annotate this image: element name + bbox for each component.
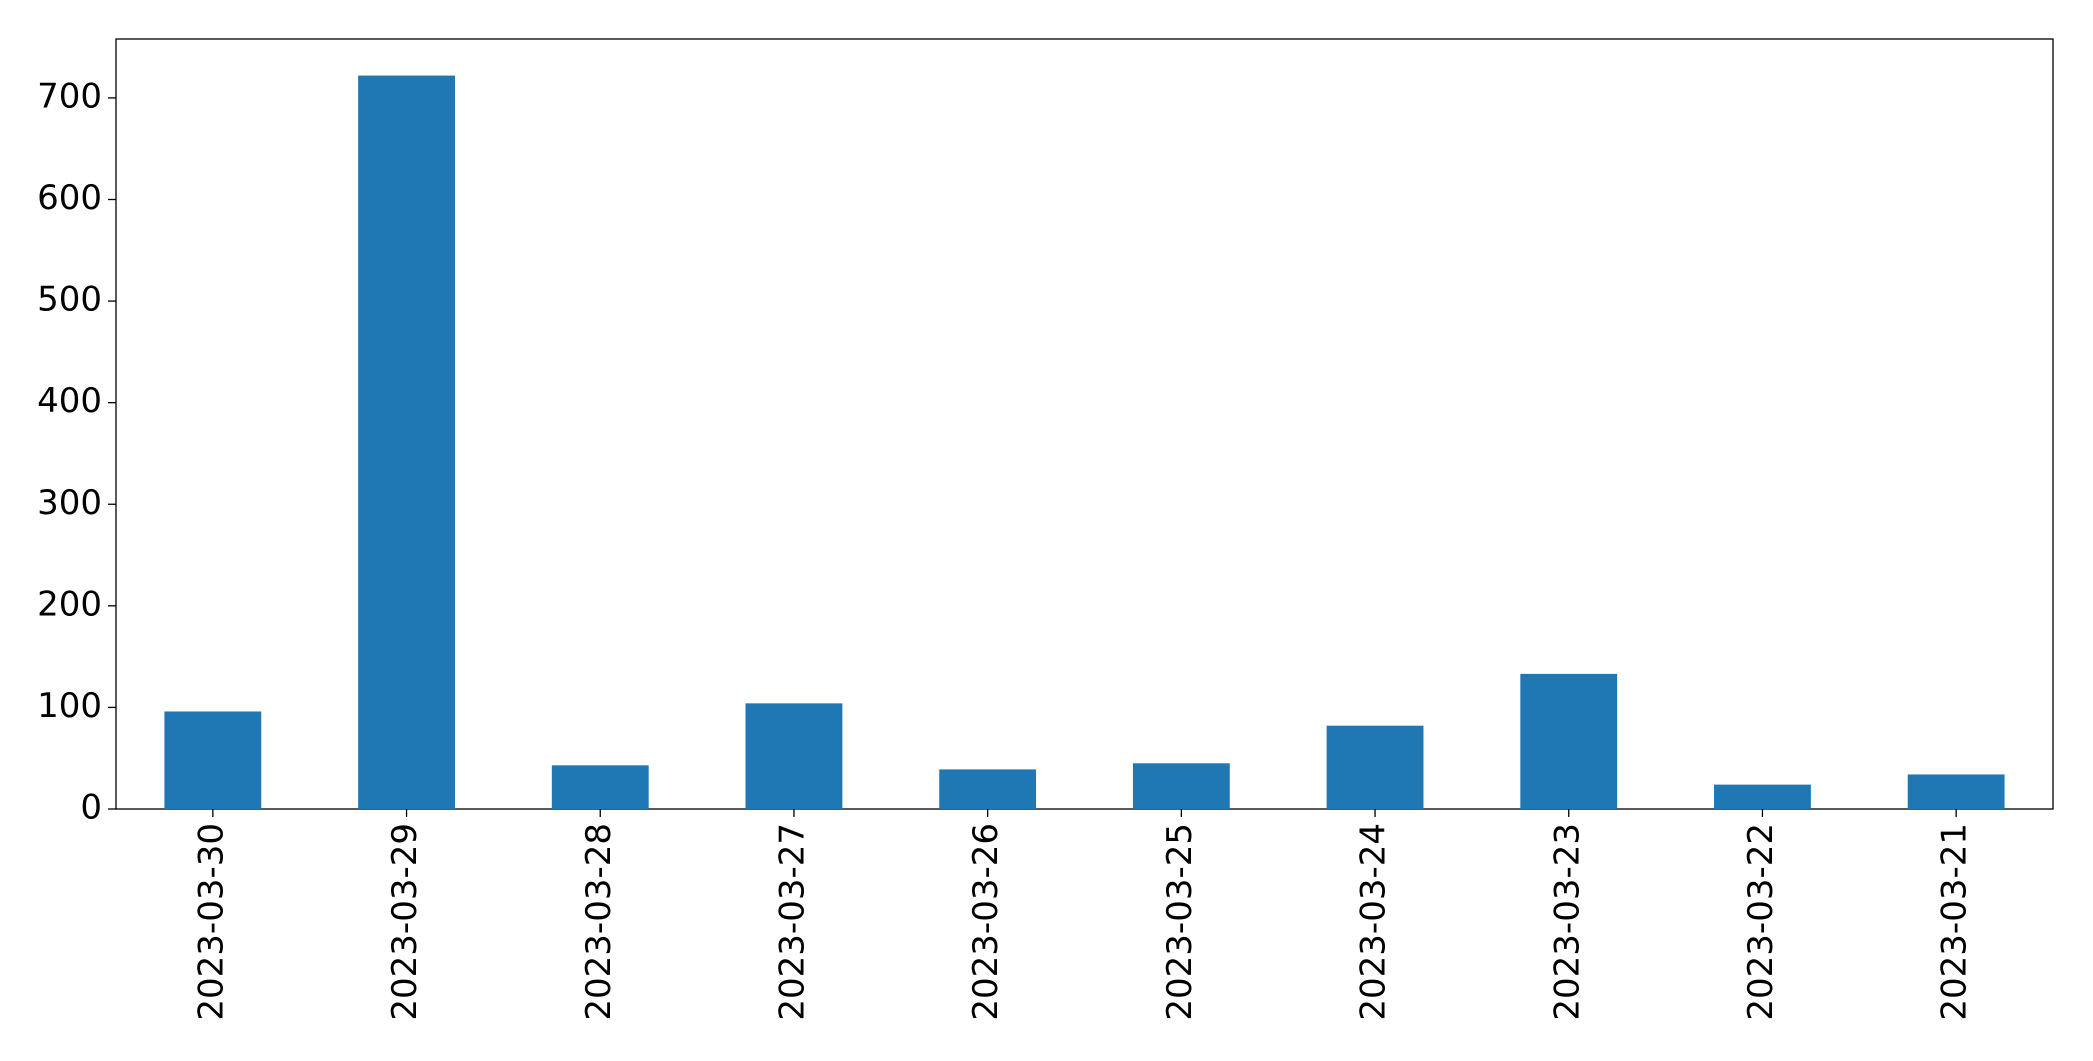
y-tick-label: 0	[80, 788, 102, 828]
x-tick-label: 2023-03-30	[191, 823, 231, 1021]
bar	[1326, 725, 1424, 809]
y-tick-label: 700	[37, 76, 102, 116]
x-tick-label: 2023-03-26	[966, 823, 1006, 1021]
bar	[1132, 763, 1230, 809]
y-tick-label: 400	[37, 381, 102, 421]
bar	[745, 703, 843, 809]
y-tick-label: 300	[37, 483, 102, 523]
x-tick-label: 2023-03-25	[1160, 823, 1200, 1021]
bar	[1520, 673, 1618, 809]
x-tick-label: 2023-03-21	[1935, 823, 1975, 1021]
bar	[551, 765, 649, 809]
x-tick-label: 2023-03-22	[1741, 823, 1781, 1021]
bar	[1714, 784, 1811, 809]
y-tick-label: 100	[37, 686, 102, 726]
x-tick-label: 2023-03-27	[772, 823, 812, 1021]
bar	[1907, 774, 2005, 809]
y-tick-label: 200	[37, 584, 102, 624]
plot-frame	[115, 38, 2054, 810]
bar	[939, 769, 1037, 809]
x-tick-label: 2023-03-29	[385, 823, 425, 1021]
bar	[358, 75, 455, 809]
x-tick-label: 2023-03-24	[1354, 823, 1394, 1021]
x-tick-label: 2023-03-28	[579, 823, 619, 1021]
y-tick-label: 500	[37, 280, 102, 320]
x-tick-label: 2023-03-23	[1547, 823, 1587, 1021]
y-tick-label: 600	[37, 178, 102, 218]
bar	[164, 711, 262, 809]
